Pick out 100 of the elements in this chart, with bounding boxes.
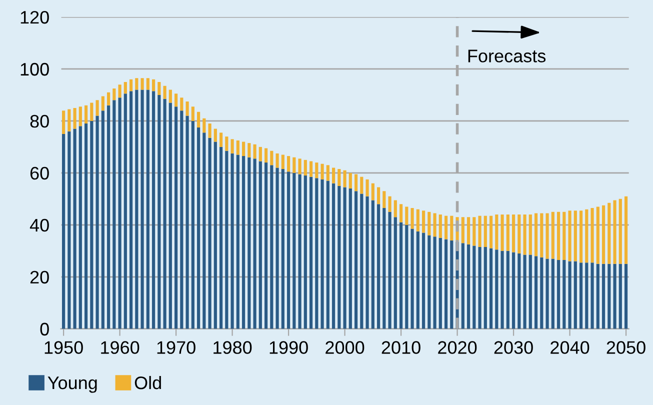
x-tick-label: 2040 (550, 341, 590, 354)
bar (90, 102, 94, 121)
x-tick-label: 1960 (101, 341, 140, 354)
x-tick-label: 2030 (494, 341, 533, 354)
bar (276, 168, 279, 329)
bar (118, 98, 122, 329)
bar (62, 110, 66, 134)
bar (466, 244, 470, 329)
bar (129, 79, 133, 92)
bar (371, 183, 374, 200)
bar (562, 260, 566, 329)
bar (518, 214, 521, 254)
bar (585, 262, 588, 329)
bar (78, 126, 82, 329)
bar (118, 84, 122, 98)
bar (112, 88, 116, 100)
bar (174, 94, 178, 107)
bar (101, 110, 104, 329)
y-tick-label: 0 (40, 322, 49, 336)
x-tick-label: 2010 (382, 341, 420, 354)
bar (512, 252, 516, 329)
bar (461, 217, 464, 244)
bar (613, 200, 616, 264)
bar (602, 205, 606, 264)
x-tick-label: 1980 (214, 341, 252, 354)
bar (360, 176, 364, 194)
bar (518, 253, 521, 329)
bar (281, 154, 284, 170)
bar (264, 148, 268, 163)
bar (106, 105, 110, 329)
bar (253, 144, 256, 159)
bar (506, 214, 510, 251)
bar (585, 209, 588, 263)
bar (495, 214, 498, 250)
bar (394, 200, 397, 218)
bar (196, 127, 200, 329)
bar (394, 217, 397, 329)
bar (534, 256, 538, 329)
bar (366, 196, 369, 329)
legend-label: Old (134, 376, 161, 390)
bar (416, 231, 420, 329)
bar (73, 108, 76, 129)
bar (472, 217, 476, 246)
bar (410, 228, 414, 329)
bar (433, 213, 436, 237)
bar (292, 172, 296, 329)
bar (230, 139, 234, 154)
bar (618, 264, 622, 329)
bar (546, 213, 549, 259)
bar (489, 248, 493, 329)
bar (495, 250, 498, 329)
y-tick-label: 60 (30, 166, 49, 180)
bar (551, 258, 554, 329)
legend-label: Young (48, 376, 97, 393)
bar (276, 153, 279, 168)
bar (484, 247, 487, 329)
bar (590, 262, 594, 329)
bar (112, 100, 116, 329)
bar (366, 179, 369, 196)
bar (248, 143, 251, 158)
bar (196, 112, 200, 128)
bar (523, 214, 526, 255)
bar (158, 82, 161, 95)
bar (140, 78, 144, 90)
bar (428, 212, 431, 236)
bar (382, 191, 386, 208)
bar (168, 102, 172, 329)
bar (602, 264, 606, 329)
bar (230, 153, 234, 329)
bar (338, 169, 341, 186)
bar (444, 239, 448, 329)
bar (326, 180, 330, 329)
bar (309, 176, 313, 329)
bar (158, 94, 161, 329)
bar (163, 98, 166, 329)
bar (450, 240, 454, 329)
bar (219, 146, 223, 329)
bar (264, 162, 268, 329)
bar (84, 124, 88, 329)
bar (382, 208, 386, 329)
bar (214, 142, 217, 329)
bar (140, 90, 144, 329)
bar (405, 224, 408, 329)
bar (242, 156, 246, 329)
bar (506, 250, 510, 329)
bar (186, 101, 189, 116)
bar (90, 120, 94, 329)
bar (562, 212, 566, 260)
bar (416, 209, 420, 232)
bar (286, 172, 290, 329)
bar (129, 91, 133, 329)
bar (568, 261, 572, 329)
bar (438, 238, 442, 329)
bar (258, 161, 262, 329)
x-tick-label: 1970 (157, 341, 196, 354)
bar (489, 216, 493, 248)
bar (124, 94, 127, 329)
annotation: Forecasts (468, 50, 546, 62)
bar (556, 212, 560, 260)
bar (309, 161, 313, 177)
